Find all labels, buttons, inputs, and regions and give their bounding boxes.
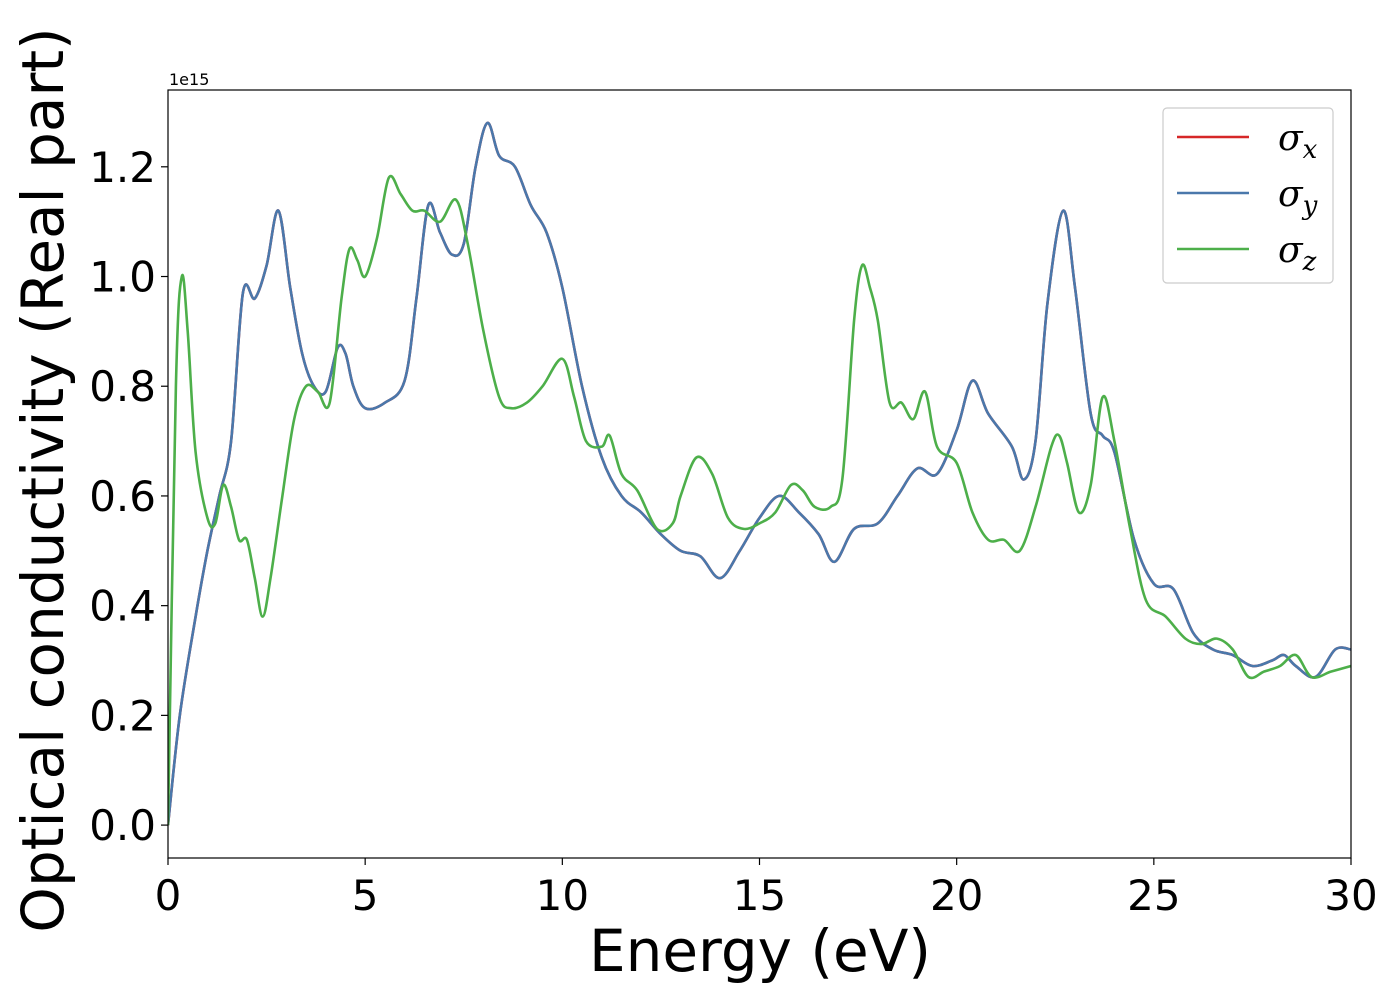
series-line-y xyxy=(168,121,1351,826)
y-tick-label: 0.8 xyxy=(89,362,156,411)
x-tick-label: 5 xyxy=(352,871,379,920)
x-axis-label: Energy (eV) xyxy=(589,917,931,985)
x-tick-label: 30 xyxy=(1324,871,1377,920)
y-tick-label: 0.0 xyxy=(89,801,156,850)
legend: σx σy σz xyxy=(1162,107,1334,284)
y-tick-label: 1.0 xyxy=(89,253,156,302)
legend-label-y: σy xyxy=(1278,174,1318,221)
y-tick-label: 0.4 xyxy=(89,582,156,631)
x-tick-label: 15 xyxy=(733,871,786,920)
x-tick-label: 25 xyxy=(1127,871,1180,920)
x-tick-label: 10 xyxy=(536,871,589,920)
axis-ticks: 0 5 10 15 20 25 30 0.0 0.2 0.4 0.6 0.8 1.0 1.2 xyxy=(89,143,1378,920)
legend-box xyxy=(1162,107,1334,284)
legend-label-x: σx xyxy=(1278,118,1318,165)
y-tick-label: 0.6 xyxy=(89,472,156,521)
series-line-z xyxy=(168,174,1351,826)
x-tick-label: 20 xyxy=(930,871,983,920)
y-axis-offset-label: 1e15 xyxy=(169,70,209,89)
x-tick-label: 0 xyxy=(155,871,182,920)
legend-label-z: σz xyxy=(1278,230,1317,277)
y-tick-label: 0.2 xyxy=(89,691,156,740)
y-axis-label: Optical conductivity (Real part) xyxy=(9,27,77,932)
y-tick-label: 1.2 xyxy=(89,143,156,192)
